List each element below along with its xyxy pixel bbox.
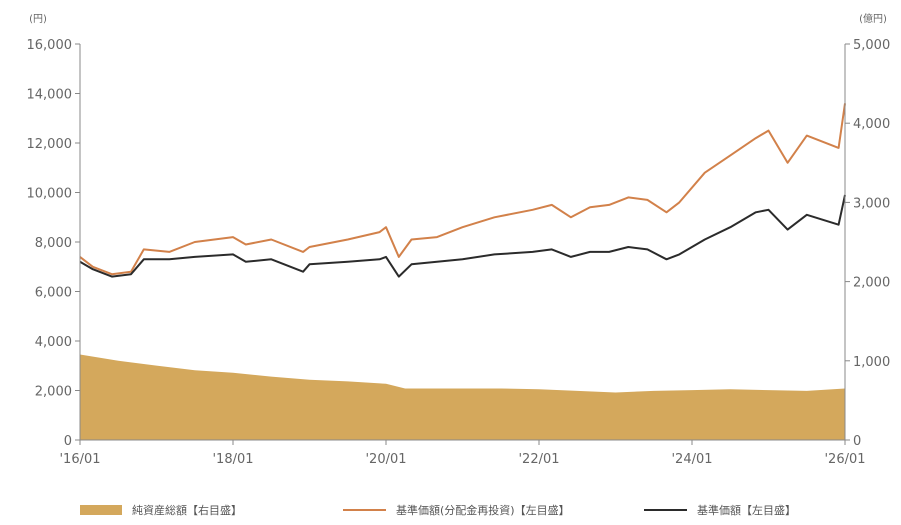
x-tick-label: '26/01 [824,452,865,467]
legend-label-nav: 基準価額【左目盛】 [697,503,796,517]
x-tick-label: '20/01 [365,452,406,467]
legend-swatch-net-assets [80,505,122,515]
series-line-1 [79,103,846,276]
right-tick-label: 0 [853,434,861,449]
left-tick-label: 2,000 [35,385,72,400]
x-tick-label: '22/01 [518,452,559,467]
x-tick-label: '24/01 [671,452,712,467]
left-tick-label: 8,000 [35,236,72,251]
legend-label-nav-reinvested: 基準価額(分配金再投資)【左目盛】 [396,503,570,517]
series-line-2 [79,194,846,278]
x-tick-label: '18/01 [212,452,253,467]
left-tick-label: 16,000 [27,38,73,53]
x-tick-label: '16/01 [59,452,100,467]
legend-label-net-assets: 純資産総額【右目盛】 [132,503,242,517]
series-area-0 [80,354,845,440]
left-tick-label: 4,000 [35,335,72,350]
right-tick-label: 4,000 [853,117,890,132]
left-tick-label: 12,000 [27,137,73,152]
area-layer [80,354,845,440]
left-tick-label: 10,000 [27,187,73,202]
line-layer [79,103,846,278]
left-tick-label: 14,000 [27,88,73,103]
left-axis-unit: (円) [29,14,47,25]
legend: 純資産総額【右目盛】 基準価額(分配金再投資)【左目盛】 基準価額【左目盛】 [80,503,796,517]
right-tick-label: 5,000 [853,38,890,53]
left-tick-label: 6,000 [35,286,72,301]
left-tick-label: 0 [64,434,72,449]
right-tick-label: 1,000 [853,355,890,370]
right-tick-label: 3,000 [853,196,890,211]
right-axis-unit: (億円) [859,12,887,25]
axes-layer: 0 2,000 4,000 6,000 8,000 10,000 12,000 14,000 1… [27,38,891,467]
right-tick-label: 2,000 [853,276,890,291]
